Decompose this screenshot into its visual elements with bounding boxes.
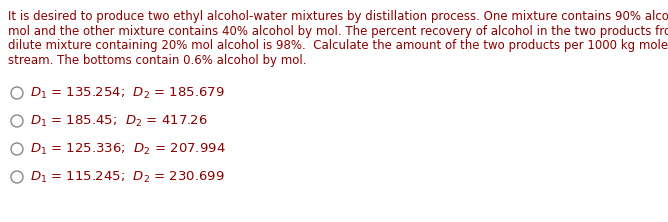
Text: $D_1$ = 125.336;  $D_2$ = 207.994: $D_1$ = 125.336; $D_2$ = 207.994 — [30, 142, 226, 157]
Text: $D_1$ = 115.245;  $D_2$ = 230.699: $D_1$ = 115.245; $D_2$ = 230.699 — [30, 170, 224, 185]
Text: $D_1$ = 135.254;  $D_2$ = 185.679: $D_1$ = 135.254; $D_2$ = 185.679 — [30, 86, 224, 101]
Text: stream. The bottoms contain 0.6% alcohol by mol.: stream. The bottoms contain 0.6% alcohol… — [8, 54, 307, 67]
Text: $D_1$ = 185.45;  $D_2$ = 417.26: $D_1$ = 185.45; $D_2$ = 417.26 — [30, 114, 208, 129]
Text: dilute mixture containing 20% mol alcohol is 98%.  Calculate the amount of the t: dilute mixture containing 20% mol alcoho… — [8, 39, 668, 52]
Text: mol and the other mixture contains 40% alcohol by mol. The percent recovery of a: mol and the other mixture contains 40% a… — [8, 24, 668, 38]
Text: It is desired to produce two ethyl alcohol-water mixtures by distillation proces: It is desired to produce two ethyl alcoh… — [8, 10, 668, 23]
